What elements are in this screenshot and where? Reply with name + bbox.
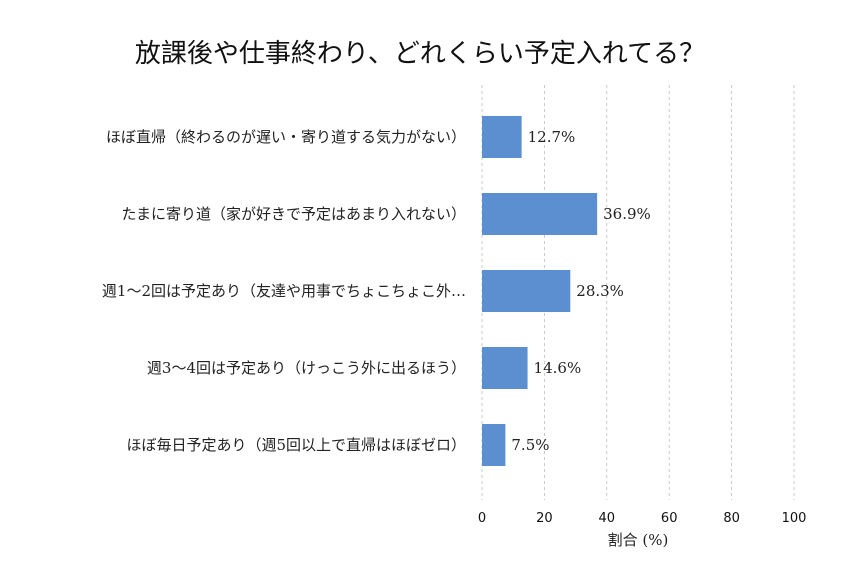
data-label: 14.6% [534,359,582,377]
bar [482,270,571,312]
category-labels: ほぼ直帰（終わるのが遅い・寄り道する気力がない） たまに寄り道（家が好きで予定はあ… [102,128,466,454]
bar [482,116,522,158]
x-tick-label: 80 [723,511,740,526]
x-tick-label: 100 [782,511,807,526]
x-tick-label: 0 [478,511,486,526]
x-tick-label: 40 [599,511,616,526]
bars [482,116,598,466]
data-label: 12.7% [528,128,576,146]
chart-title: 放課後や仕事終わり、どれくらい予定入れてる？ [135,39,705,69]
category-label: たまに寄り道（家が好きで予定はあまり入れない） [121,205,466,223]
data-label: 7.5% [511,436,549,454]
x-tick-labels: 0 20 40 60 80 100 [478,511,807,526]
bar [482,347,528,389]
category-label: 週3〜4回は予定あり（けっこう外に出るほう） [147,359,466,377]
x-tick-label: 20 [536,511,553,526]
data-label: 36.9% [603,205,651,223]
data-labels: 12.7% 36.9% 28.3% 14.6% 7.5% [511,128,650,454]
category-label: ほぼ直帰（終わるのが遅い・寄り道する気力がない） [106,128,466,146]
category-label: ほぼ毎日予定あり（週5回以上で直帰はほぼゼロ） [126,436,466,454]
x-axis-label: 割合 (%) [608,531,669,549]
category-label: 週1〜2回は予定あり（友達や用事でちょこちょこ外… [102,282,466,300]
bar [482,424,506,466]
x-tick-label: 60 [661,511,678,526]
bar [482,193,598,235]
data-label: 28.3% [576,282,624,300]
